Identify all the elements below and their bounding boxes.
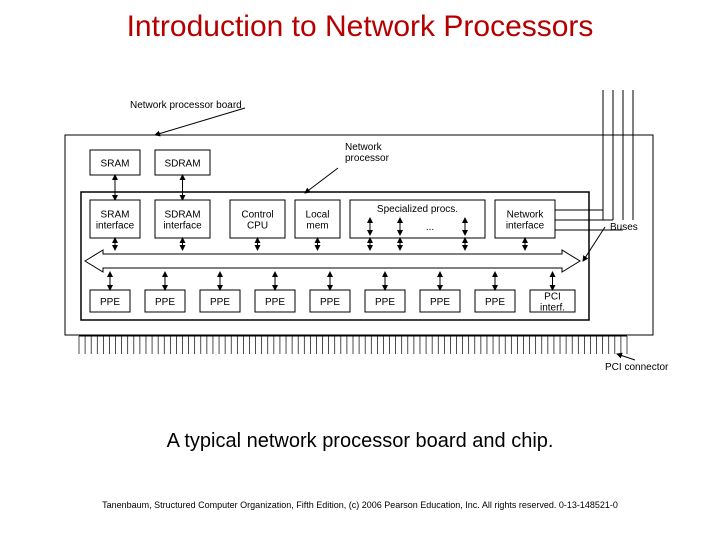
copyright-footer: Tanenbaum, Structured Computer Organizat… — [0, 500, 720, 510]
bottom-box-6-label: PPE — [430, 297, 450, 308]
inner-box-3-label: mem — [306, 221, 328, 232]
processor-label: Network — [345, 142, 383, 153]
inner-box-2-label: Control — [241, 210, 273, 221]
inner-box-0-label: interface — [96, 221, 135, 232]
inner-box-1-label: SDRAM — [164, 210, 200, 221]
inner-box-0-label: SRAM — [101, 210, 130, 221]
bottom-box-3-label: PPE — [265, 297, 285, 308]
board-label: Network processor board — [130, 100, 242, 111]
pci-lead — [617, 354, 635, 360]
top-box-0-label: SRAM — [101, 159, 130, 170]
buses-label: Buses — [610, 222, 638, 233]
bottom-box-8-label: PCI — [544, 292, 561, 303]
bottom-box-1-label: PPE — [155, 297, 175, 308]
processor-label: processor — [345, 153, 390, 164]
bottom-box-4-label: PPE — [320, 297, 340, 308]
bottom-box-8-label: interf. — [540, 303, 565, 314]
bottom-box-0-label: PPE — [100, 297, 120, 308]
specialized-ellipsis: ... — [426, 222, 434, 233]
bottom-box-5-label: PPE — [375, 297, 395, 308]
specialized-procs-label: Specialized procs. — [377, 204, 458, 215]
inner-box-1-label: interface — [163, 221, 202, 232]
inner-box-4-label: Network — [507, 210, 545, 221]
figure-caption: A typical network processor board and ch… — [0, 430, 720, 453]
bottom-box-2-label: PPE — [210, 297, 230, 308]
bottom-box-7-label: PPE — [485, 297, 505, 308]
lead-line — [155, 108, 245, 135]
page-title: Introduction to Network Processors — [0, 10, 720, 44]
inner-box-2-label: CPU — [247, 221, 268, 232]
top-box-1-label: SDRAM — [164, 159, 200, 170]
network-processor-diagram: SRAMSDRAMSRAMinterfaceSDRAMinterfaceCont… — [45, 90, 685, 390]
pci-label: PCI connector — [605, 362, 669, 373]
inner-box-3-label: Local — [306, 210, 330, 221]
inner-box-4-label: interface — [506, 221, 545, 232]
